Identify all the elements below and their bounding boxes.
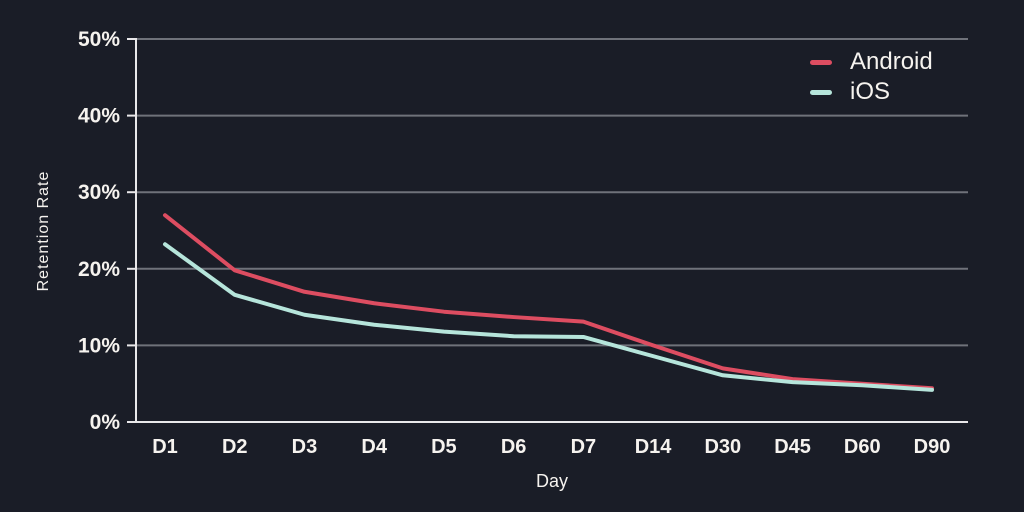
y-tick-label: 20%: [78, 258, 120, 281]
x-tick-label: D5: [431, 436, 457, 458]
android-line-swatch-icon: [810, 59, 832, 65]
x-tick-label: D6: [501, 436, 527, 458]
x-tick-label: D60: [844, 436, 881, 458]
x-tick-label: D4: [361, 436, 387, 458]
x-tick-label: D7: [571, 436, 597, 458]
x-tick-label: D3: [292, 436, 318, 458]
ios-line-swatch-icon: [810, 89, 832, 95]
y-tick-label: 30%: [78, 181, 120, 204]
x-axis-title: Day: [535, 471, 569, 491]
x-tick-label: D45: [774, 436, 811, 458]
legend-item-android: Android: [810, 47, 933, 77]
x-tick-label: D90: [914, 436, 951, 458]
y-axis-title: Retention Rate: [35, 170, 52, 292]
series-line-android: [163, 213, 934, 391]
legend-label-ios: iOS: [850, 78, 891, 105]
y-tick-label: 0%: [90, 411, 121, 434]
y-tick-label: 10%: [78, 334, 120, 357]
legend-item-ios: iOS: [810, 77, 933, 107]
y-tick-label: 40%: [78, 105, 120, 128]
x-tick-label: D2: [222, 436, 248, 458]
chart-legend: Android iOS: [810, 47, 933, 107]
y-tick-label: 50%: [78, 28, 120, 51]
x-tick-label: D1: [152, 436, 178, 458]
legend-label-android: Android: [850, 48, 933, 75]
x-tick-label: D30: [704, 436, 741, 458]
x-tick-label: D14: [635, 436, 673, 458]
series-line-ios: [163, 242, 934, 392]
